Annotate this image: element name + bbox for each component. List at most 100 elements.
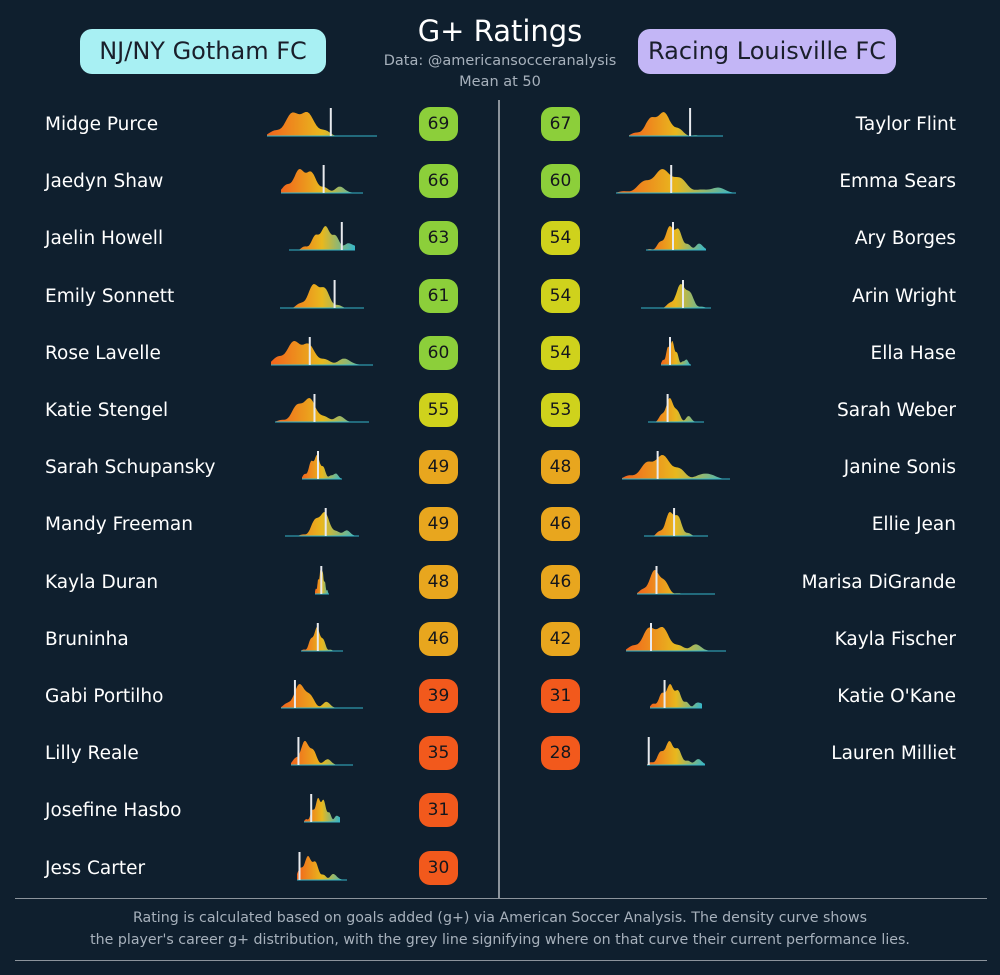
density-curve <box>626 627 726 651</box>
player-name: Kayla Fischer <box>834 629 956 650</box>
density-curve <box>285 512 359 536</box>
player-row: Gabi Portilho 39 <box>0 677 500 717</box>
density-curve <box>280 284 364 308</box>
player-row: Ella Hase 54 <box>500 334 1000 374</box>
density-curve <box>302 455 342 479</box>
rating-badge: 31 <box>541 679 580 713</box>
rating-badge: 60 <box>419 336 458 370</box>
density-curve <box>644 512 708 536</box>
player-name: Ary Borges <box>854 228 956 249</box>
density-plot <box>280 280 364 309</box>
density-plot <box>291 737 353 766</box>
player-name: Katie Stengel <box>45 400 169 421</box>
chart-title: G+ Ratings <box>417 14 583 48</box>
player-name: Ellie Jean <box>871 514 956 535</box>
player-row: Kayla Duran 48 <box>0 563 500 603</box>
player-name: Josefine Hasbo <box>45 800 182 821</box>
footer-top-rule <box>15 898 987 899</box>
density-plot <box>622 451 730 480</box>
player-name: Mandy Freeman <box>45 514 193 535</box>
footer-bottom-rule <box>15 960 987 961</box>
density-plot <box>267 108 377 137</box>
density-plot <box>661 337 691 366</box>
player-name: Sarah Weber <box>837 400 956 421</box>
density-plot <box>297 852 347 881</box>
density-curve <box>281 684 363 708</box>
player-name: Janine Sonis <box>843 457 956 478</box>
player-row: Ellie Jean 46 <box>500 505 1000 545</box>
player-name: Sarah Schupansky <box>45 457 216 478</box>
player-row: Arin Wright 54 <box>500 277 1000 317</box>
player-row: Midge Purce 69 <box>0 105 500 145</box>
rating-badge: 63 <box>419 221 458 255</box>
density-plot <box>302 451 342 480</box>
player-row: Jess Carter 30 <box>0 849 500 889</box>
density-curve <box>646 226 706 250</box>
rating-badge: 61 <box>419 279 458 313</box>
rating-badge: 54 <box>541 336 580 370</box>
density-curve <box>301 627 343 651</box>
player-row: Marisa DiGrande 46 <box>500 563 1000 603</box>
player-row: Rose Lavelle 60 <box>0 334 500 374</box>
density-plot <box>281 680 363 709</box>
density-plot <box>285 508 359 537</box>
player-row: Lauren Milliet 28 <box>500 734 1000 774</box>
player-row: Taylor Flint 67 <box>500 105 1000 145</box>
footer-note: Rating is calculated based on goals adde… <box>0 908 1000 951</box>
player-row: Emma Sears 60 <box>500 162 1000 202</box>
density-curve <box>281 169 363 193</box>
player-name: Kayla Duran <box>45 572 159 593</box>
player-name: Emily Sonnett <box>45 286 175 307</box>
rating-badge: 28 <box>541 736 580 770</box>
rating-badge: 49 <box>419 507 458 541</box>
player-name: Marisa DiGrande <box>801 572 956 593</box>
player-row: Mandy Freeman 49 <box>0 505 500 545</box>
player-name: Taylor Flint <box>855 114 956 135</box>
player-row: Jaelin Howell 63 <box>0 219 500 259</box>
player-name: Midge Purce <box>45 114 159 135</box>
density-curve <box>616 169 736 193</box>
rating-badge: 46 <box>541 565 580 599</box>
density-curve <box>304 798 340 822</box>
rating-badge: 49 <box>419 450 458 484</box>
player-name: Katie O'Kane <box>837 686 956 707</box>
density-plot <box>271 337 373 366</box>
player-name: Jaedyn Shaw <box>45 171 164 192</box>
player-name: Jaelin Howell <box>45 228 164 249</box>
density-curve <box>637 570 715 594</box>
density-curve <box>641 284 711 308</box>
density-curve <box>289 226 355 250</box>
density-curve <box>648 398 704 422</box>
player-name: Rose Lavelle <box>45 343 161 364</box>
density-plot <box>650 680 702 709</box>
rating-badge: 31 <box>419 793 458 827</box>
rating-badge: 54 <box>541 221 580 255</box>
rating-badge: 48 <box>541 450 580 484</box>
player-row: Josefine Hasbo 31 <box>0 791 500 831</box>
team-label-gotham: NJ/NY Gotham FC <box>80 29 326 74</box>
team-label-louisville: Racing Louisville FC <box>638 29 896 74</box>
player-name: Jess Carter <box>45 858 146 879</box>
rating-badge: 46 <box>419 622 458 656</box>
rating-badge: 48 <box>419 565 458 599</box>
player-row: Katie Stengel 55 <box>0 391 500 431</box>
chart-subtitle-source: Data: @americansocceranalysis <box>383 53 617 69</box>
density-curve <box>291 741 353 765</box>
player-row: Sarah Schupansky 49 <box>0 448 500 488</box>
density-plot <box>629 108 723 137</box>
player-row: Lilly Reale 35 <box>0 734 500 774</box>
rating-badge: 46 <box>541 507 580 541</box>
player-row: Katie O'Kane 31 <box>500 677 1000 717</box>
rating-badge: 60 <box>541 164 580 198</box>
player-name: Arin Wright <box>852 286 956 307</box>
density-curve <box>629 112 723 136</box>
density-plot <box>646 222 706 251</box>
player-name: Lilly Reale <box>45 743 139 764</box>
rating-badge: 42 <box>541 622 580 656</box>
rating-badge: 66 <box>419 164 458 198</box>
rating-badge: 67 <box>541 107 580 141</box>
density-curve <box>661 341 691 365</box>
density-plot <box>637 566 715 595</box>
density-plot <box>644 508 708 537</box>
density-plot <box>275 394 369 423</box>
